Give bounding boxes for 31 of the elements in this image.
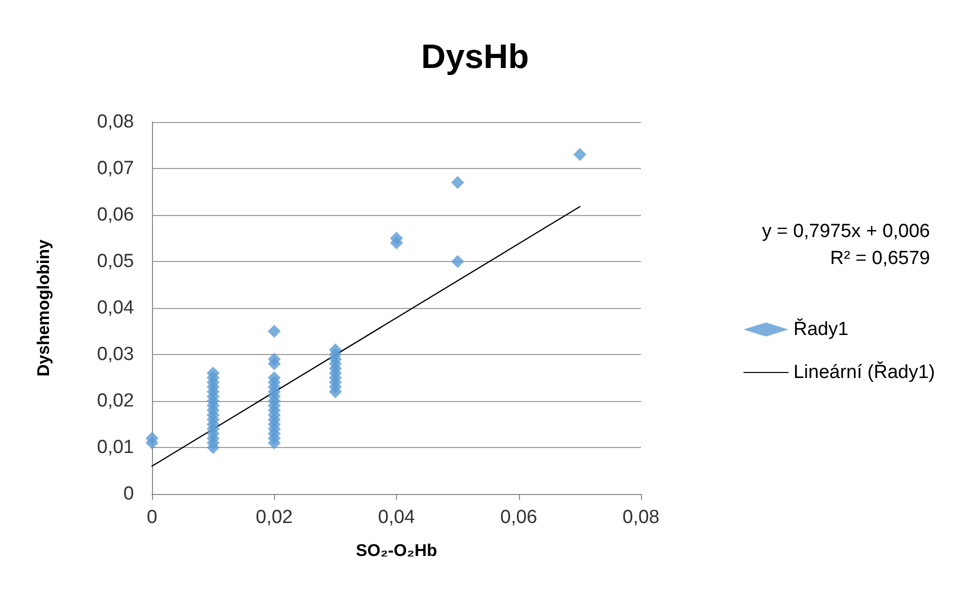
y-tick-label: 0,04	[97, 298, 134, 318]
y-tick-label: 0,01	[97, 437, 134, 458]
y-axis-title: Dyshemoglobiny	[34, 238, 53, 376]
point	[451, 255, 464, 268]
point	[268, 324, 281, 338]
x-tick-label: 0	[146, 507, 158, 528]
point	[573, 148, 586, 162]
legend-label: Lineární (Řady1)	[793, 361, 936, 383]
point	[451, 176, 464, 189]
y-tick-label: 0,05	[97, 251, 134, 272]
point	[328, 343, 342, 356]
point	[390, 232, 403, 245]
legend-label: Řady1	[793, 318, 848, 340]
x-tick-label: 0,08	[622, 507, 660, 528]
y-tick-label: 0,03	[97, 344, 134, 365]
point	[268, 371, 281, 384]
y-tick-label: 0,02	[97, 390, 134, 412]
x-axis-title: SO₂-O₂Hb	[356, 541, 438, 560]
text: R² = 0,6579	[830, 248, 930, 269]
y-tick-label: 0,08	[97, 112, 134, 132]
point	[268, 352, 281, 366]
y-tick-label: 0	[123, 484, 134, 504]
point	[206, 366, 220, 380]
x-tick-label: 0,06	[500, 507, 538, 528]
chart-title: DysHb	[421, 38, 529, 76]
y-tick-label: 0,07	[97, 158, 134, 179]
point	[146, 432, 158, 445]
x-tick-label: 0,04	[378, 507, 416, 528]
text: y = 0,7975x + 0,006	[762, 221, 930, 242]
y-tick-label: 0,06	[97, 204, 134, 226]
x-tick-label: 0,02	[256, 507, 293, 528]
